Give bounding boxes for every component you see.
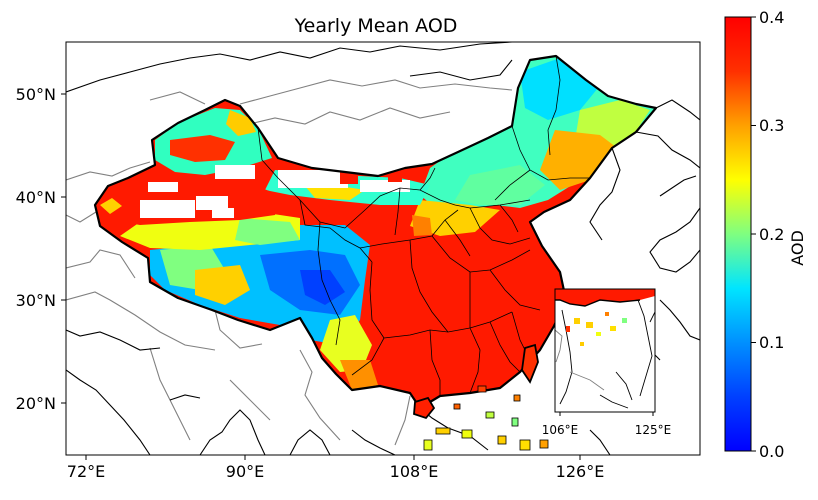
lat-tick-label: 20°N <box>16 394 56 413</box>
map-title: Yearly Mean AOD <box>294 15 458 37</box>
inset-lon-tick-label: 125°E <box>635 423 672 437</box>
china-outline <box>93 54 658 410</box>
colorbar-tick-label: 0.4 <box>759 8 784 27</box>
inset-frame <box>554 288 656 413</box>
inset-content <box>555 289 655 409</box>
lon-tick-label: 90°E <box>226 462 264 481</box>
hainan-island <box>413 396 436 420</box>
colorbar-label: AOD <box>788 230 807 266</box>
lat-axis: 50°N 40°N 30°N 20°N <box>16 85 66 413</box>
south-china-sea-islands <box>423 385 549 451</box>
main-map <box>65 41 701 456</box>
colorbar: 0.0 0.1 0.2 0.3 0.4 AOD <box>724 8 807 461</box>
outer-borders <box>66 42 700 455</box>
lon-axis: 72°E 90°E 108°E 126°E <box>67 455 605 481</box>
inset-background <box>555 289 655 412</box>
lon-tick-label: 72°E <box>67 462 105 481</box>
map-frame <box>65 41 701 456</box>
lon-tick-label: 108°E <box>390 462 439 481</box>
colorbar-tick-label: 0.2 <box>759 225 784 244</box>
inset-lon-tick-label: 106°E <box>542 423 579 437</box>
lat-tick-label: 30°N <box>16 291 56 310</box>
colorbar-tick-label: 0.1 <box>759 333 784 352</box>
province-boundaries <box>257 56 590 396</box>
colorbar-tick-label: 0.3 <box>759 116 784 135</box>
colorbar-gradient <box>724 16 752 452</box>
lat-tick-label: 50°N <box>16 85 56 104</box>
lon-tick-label: 126°E <box>556 462 605 481</box>
lat-tick-label: 40°N <box>16 188 56 207</box>
inset-map: 106°E 125°E <box>542 288 672 437</box>
colorbar-tick-label: 0.0 <box>759 442 784 461</box>
taiwan-island <box>521 343 539 384</box>
islands <box>413 343 549 451</box>
